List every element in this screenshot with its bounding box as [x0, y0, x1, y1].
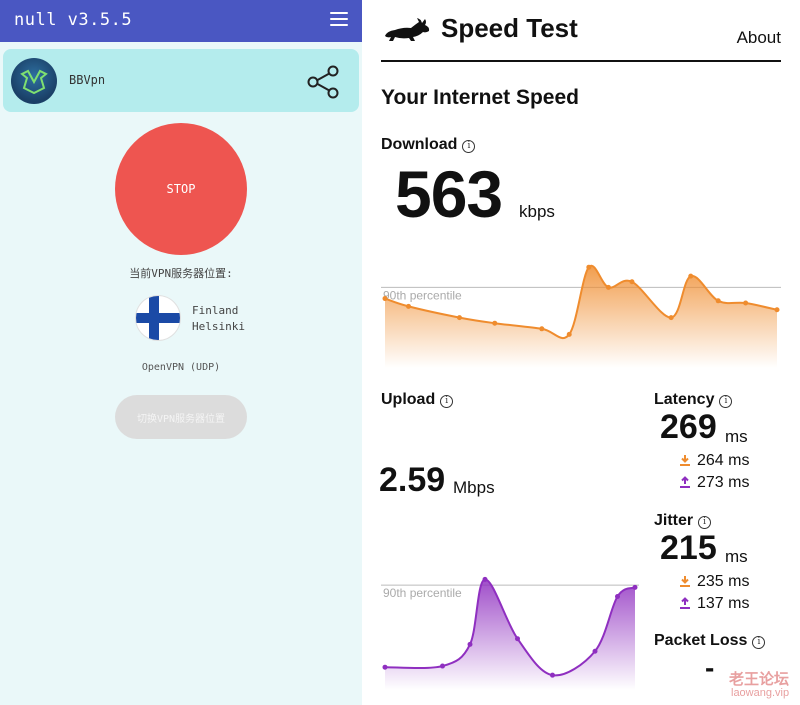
switch-server-button[interactable]: 切换VPN服务器位置	[115, 395, 247, 439]
chart-point	[592, 648, 598, 654]
chart-point	[743, 300, 749, 306]
upload-label: Upload i	[381, 391, 454, 409]
app-top-bar: null v3.5.5	[0, 0, 362, 42]
chart-point	[615, 594, 620, 600]
chart-point	[456, 315, 462, 321]
jitter-download-value: 235 ms	[697, 573, 750, 590]
provider-logo	[11, 58, 57, 104]
jitter-upload-row: 137 ms	[679, 595, 749, 613]
download-chart: 90th percentile	[381, 264, 781, 368]
hamburger-menu-icon[interactable]	[330, 12, 348, 26]
vpn-app-panel: null v3.5.5 BBVpn STOP 当前VPN服务器位置: Finla…	[0, 0, 362, 705]
upload-value: 2.59	[379, 461, 446, 499]
about-link[interactable]: About	[736, 28, 781, 47]
download-arrow-icon	[680, 455, 690, 466]
chart-point	[515, 636, 520, 642]
info-icon[interactable]: i	[462, 140, 476, 153]
chart-point	[586, 264, 592, 270]
chart-point	[382, 664, 388, 670]
header-divider	[381, 60, 781, 62]
latency-download-row: 264 ms	[679, 452, 749, 470]
chart-area	[385, 579, 635, 690]
speed-test-panel: Speed Test About Your Internet Speed Dow…	[363, 0, 800, 705]
section-title: Your Internet Speed	[381, 86, 579, 109]
share-icon[interactable]	[305, 64, 341, 100]
download-unit: kbps	[519, 202, 555, 221]
latency-value: 269	[660, 408, 717, 446]
download-label: Download i	[381, 136, 476, 154]
server-location-label: 当前VPN服务器位置:	[129, 267, 233, 280]
chart-point	[440, 663, 445, 669]
vpn-protocol: OpenVPN (UDP)	[141, 362, 221, 373]
jitter-label: Jitter i	[654, 512, 712, 530]
info-icon[interactable]: i	[698, 516, 712, 529]
upload-chart: 90th percentile	[381, 576, 639, 690]
chart-point	[715, 298, 721, 304]
chart-point	[629, 279, 635, 285]
info-icon[interactable]: i	[440, 395, 454, 408]
watermark: 老王论坛 laowang.vip	[729, 668, 795, 704]
latency-label-text: Latency	[654, 391, 715, 408]
watermark-url: laowang.vip	[731, 687, 790, 699]
chart-point	[492, 320, 498, 326]
packet-loss-label: Packet Loss i	[654, 632, 766, 650]
chart-line	[384, 264, 778, 340]
chart-point	[482, 576, 488, 582]
chart-point	[550, 672, 555, 678]
finland-flag-icon	[136, 296, 180, 340]
percentile-label: 90th percentile	[383, 288, 462, 302]
packet-loss-label-text: Packet Loss	[654, 632, 748, 649]
jitter-unit: ms	[725, 547, 748, 566]
server-city: Helsinki	[192, 320, 245, 333]
packet-loss-value: -	[705, 652, 715, 683]
chart-point	[406, 303, 412, 309]
upload-label-text: Upload	[381, 391, 436, 408]
chart-point	[774, 307, 780, 313]
chart-point	[605, 284, 611, 290]
chart-point	[668, 315, 674, 321]
upload-unit: Mbps	[453, 478, 495, 497]
jitter-label-text: Jitter	[654, 512, 694, 529]
jitter-upload-value: 137 ms	[697, 595, 750, 612]
upload-arrow-icon	[680, 476, 690, 488]
download-label-text: Download	[381, 136, 458, 153]
upload-arrow-icon	[680, 597, 690, 609]
chart-point	[539, 326, 545, 332]
chart-point	[566, 331, 572, 337]
chart-point	[688, 273, 694, 279]
info-icon[interactable]: i	[719, 395, 733, 408]
latency-upload-value: 273 ms	[697, 474, 750, 491]
info-icon[interactable]: i	[752, 636, 766, 649]
jitter-value: 215	[660, 529, 717, 567]
chart-point	[382, 296, 388, 302]
latency-unit: ms	[725, 427, 748, 446]
rabbit-logo-icon	[385, 18, 430, 41]
latency-download-value: 264 ms	[697, 452, 750, 469]
chart-point	[467, 641, 473, 647]
app-title: null v3.5.5	[14, 10, 133, 30]
download-value: 563	[395, 157, 503, 231]
percentile-label: 90th percentile	[383, 586, 462, 600]
watermark-text: 老王论坛	[729, 671, 790, 688]
latency-upload-row: 273 ms	[679, 474, 749, 492]
provider-name: BBVpn	[69, 73, 106, 87]
chart-area	[385, 265, 777, 368]
speed-test-brand: Speed Test	[441, 13, 578, 43]
provider-card[interactable]: BBVpn	[3, 49, 359, 112]
server-country: Finland	[192, 304, 239, 317]
download-arrow-icon	[680, 576, 690, 587]
chart-point	[632, 584, 638, 590]
stop-button[interactable]: STOP	[115, 123, 247, 255]
jitter-download-row: 235 ms	[679, 573, 749, 591]
latency-label: Latency i	[654, 391, 733, 409]
